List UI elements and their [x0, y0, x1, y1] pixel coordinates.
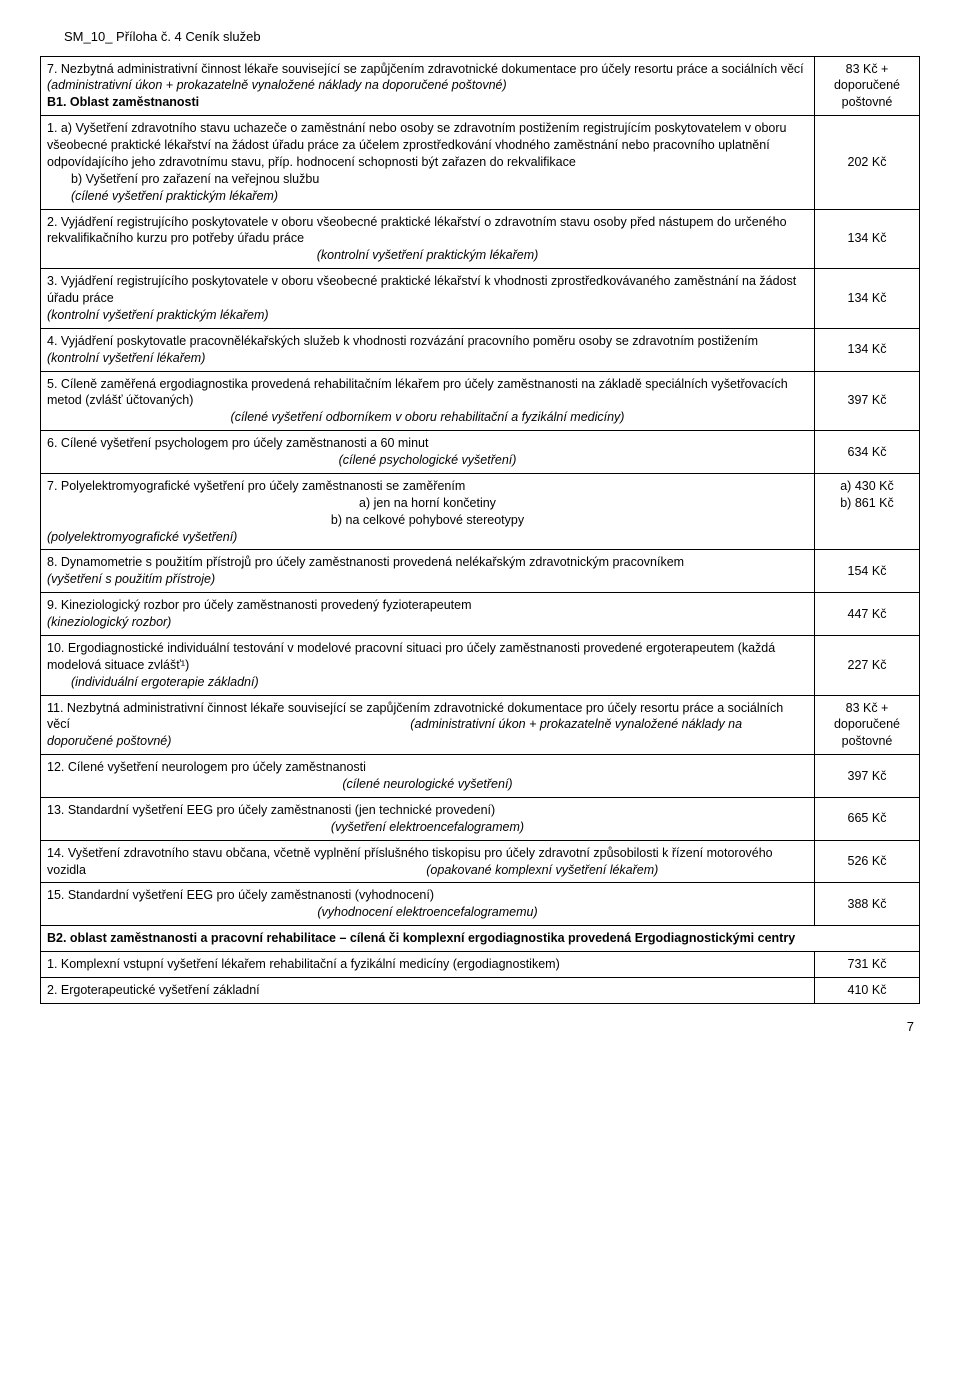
table-row: 10. Ergodiagnostické individuální testov…	[41, 635, 920, 695]
description-line: 3. Vyjádření registrujícího poskytovatel…	[47, 273, 808, 307]
description-line: 13. Standardní vyšetření EEG pro účely z…	[47, 802, 808, 819]
service-price: 134 Kč	[815, 328, 920, 371]
service-price: 134 Kč	[815, 209, 920, 269]
page-header: SM_10_ Příloha č. 4 Ceník služeb	[64, 28, 920, 46]
service-price: 634 Kč	[815, 431, 920, 474]
page-number: 7	[40, 1018, 920, 1036]
service-price: 397 Kč	[815, 755, 920, 798]
description-line: 6. Cílené vyšetření psychologem pro účel…	[47, 435, 808, 452]
table-row: 8. Dynamometrie s použitím přístrojů pro…	[41, 550, 920, 593]
service-description: 14. Vyšetření zdravotního stavu občana, …	[41, 840, 815, 883]
description-line: (administrativní úkon + prokazatelně vyn…	[47, 77, 808, 94]
description-line: 1. Komplexní vstupní vyšetření lékařem r…	[47, 956, 808, 973]
service-price: 388 Kč	[815, 883, 920, 926]
service-price: 447 Kč	[815, 593, 920, 636]
description-line: b) Vyšetření pro zařazení na veřejnou sl…	[47, 171, 808, 188]
service-description: B2. oblast zaměstnanosti a pracovní reha…	[41, 926, 920, 952]
service-description: 5. Cíleně zaměřená ergodiagnostika prove…	[41, 371, 815, 431]
description-line: 4. Vyjádření poskytovatle pracovnělékařs…	[47, 333, 808, 350]
description-line: (kontrolní vyšetření lékařem)	[47, 350, 808, 367]
service-price: 202 Kč	[815, 116, 920, 209]
service-description: 2. Ergoterapeutické vyšetření základní	[41, 977, 815, 1003]
description-line: (vyšetření s použitím přístroje)	[47, 571, 808, 588]
service-description: 9. Kineziologický rozbor pro účely zaměs…	[41, 593, 815, 636]
description-line: (cílené vyšetření odborníkem v oboru reh…	[47, 409, 808, 426]
service-description: 4. Vyjádření poskytovatle pracovnělékařs…	[41, 328, 815, 371]
table-row: 9. Kineziologický rozbor pro účely zaměs…	[41, 593, 920, 636]
service-price: 665 Kč	[815, 797, 920, 840]
description-line: B1. Oblast zaměstnanosti	[47, 94, 808, 111]
service-description: 15. Standardní vyšetření EEG pro účely z…	[41, 883, 815, 926]
service-price: 83 Kč + doporučené poštovné	[815, 56, 920, 116]
table-row: 4. Vyjádření poskytovatle pracovnělékařs…	[41, 328, 920, 371]
table-row: 7. Polyelektromyografické vyšetření pro …	[41, 473, 920, 550]
service-price: 134 Kč	[815, 269, 920, 329]
service-price: a) 430 Kčb) 861 Kč	[815, 473, 920, 550]
service-description: 3. Vyjádření registrujícího poskytovatel…	[41, 269, 815, 329]
description-line: 5. Cíleně zaměřená ergodiagnostika prove…	[47, 376, 808, 410]
service-description: 11. Nezbytná administrativní činnost lék…	[41, 695, 815, 755]
description-line: 2. Vyjádření registrujícího poskytovatel…	[47, 214, 808, 248]
service-price: 397 Kč	[815, 371, 920, 431]
service-price: 731 Kč	[815, 952, 920, 978]
service-price: 154 Kč	[815, 550, 920, 593]
service-description: 7. Polyelektromyografické vyšetření pro …	[41, 473, 815, 550]
table-row: 13. Standardní vyšetření EEG pro účely z…	[41, 797, 920, 840]
service-price: 410 Kč	[815, 977, 920, 1003]
table-row: 3. Vyjádření registrujícího poskytovatel…	[41, 269, 920, 329]
description-line: 2. Ergoterapeutické vyšetření základní	[47, 982, 808, 999]
table-row: 12. Cílené vyšetření neurologem pro účel…	[41, 755, 920, 798]
table-row: 5. Cíleně zaměřená ergodiagnostika prove…	[41, 371, 920, 431]
service-description: 13. Standardní vyšetření EEG pro účely z…	[41, 797, 815, 840]
service-description: 8. Dynamometrie s použitím přístrojů pro…	[41, 550, 815, 593]
table-row: 2. Ergoterapeutické vyšetření základní 41…	[41, 977, 920, 1003]
service-description: 1. Komplexní vstupní vyšetření lékařem r…	[41, 952, 815, 978]
description-line: 7. Polyelektromyografické vyšetření pro …	[47, 478, 808, 495]
description-line: (cílené psychologické vyšetření)	[47, 452, 808, 469]
description-line: (kineziologický rozbor)	[47, 614, 808, 631]
service-price: 526 Kč	[815, 840, 920, 883]
description-line: 1. a) Vyšetření zdravotního stavu uchaze…	[47, 120, 808, 171]
description-line: (kontrolní vyšetření praktickým lékařem)	[47, 247, 808, 264]
table-row: 1. a) Vyšetření zdravotního stavu uchaze…	[41, 116, 920, 209]
description-line: (cílené neurologické vyšetření)	[47, 776, 808, 793]
service-price: 227 Kč	[815, 635, 920, 695]
service-description: 12. Cílené vyšetření neurologem pro účel…	[41, 755, 815, 798]
description-line: 8. Dynamometrie s použitím přístrojů pro…	[47, 554, 808, 571]
description-line: (vyhodnocení elektroencefalogramemu)	[47, 904, 808, 921]
service-description: 10. Ergodiagnostické individuální testov…	[41, 635, 815, 695]
service-description: 7. Nezbytná administrativní činnost léka…	[41, 56, 815, 116]
table-row: 15. Standardní vyšetření EEG pro účely z…	[41, 883, 920, 926]
table-row: 2. Vyjádření registrujícího poskytovatel…	[41, 209, 920, 269]
table-row: 14. Vyšetření zdravotního stavu občana, …	[41, 840, 920, 883]
description-line: (individuální ergoterapie základní)	[47, 674, 808, 691]
description-line: (cílené vyšetření praktickým lékařem)	[47, 188, 808, 205]
description-line: 7. Nezbytná administrativní činnost léka…	[47, 61, 808, 78]
description-line: 9. Kineziologický rozbor pro účely zaměs…	[47, 597, 808, 614]
description-line: B2. oblast zaměstnanosti a pracovní reha…	[47, 930, 913, 947]
description-line: a) jen na horní končetiny	[47, 495, 808, 512]
service-description: 2. Vyjádření registrujícího poskytovatel…	[41, 209, 815, 269]
table-row: B2. oblast zaměstnanosti a pracovní reha…	[41, 926, 920, 952]
description-line: 15. Standardní vyšetření EEG pro účely z…	[47, 887, 808, 904]
table-row: 7. Nezbytná administrativní činnost léka…	[41, 56, 920, 116]
table-row: 1. Komplexní vstupní vyšetření lékařem r…	[41, 952, 920, 978]
service-description: 1. a) Vyšetření zdravotního stavu uchaze…	[41, 116, 815, 209]
description-line: (kontrolní vyšetření praktickým lékařem)	[47, 307, 808, 324]
table-row: 11. Nezbytná administrativní činnost lék…	[41, 695, 920, 755]
description-line: 10. Ergodiagnostické individuální testov…	[47, 640, 808, 674]
service-description: 6. Cílené vyšetření psychologem pro účel…	[41, 431, 815, 474]
price-list-table: 7. Nezbytná administrativní činnost léka…	[40, 56, 920, 1004]
description-line: b) na celkové pohybové stereotypy	[47, 512, 808, 529]
table-row: 6. Cílené vyšetření psychologem pro účel…	[41, 431, 920, 474]
description-line: 12. Cílené vyšetření neurologem pro účel…	[47, 759, 808, 776]
description-line: (vyšetření elektroencefalogramem)	[47, 819, 808, 836]
service-price: 83 Kč + doporučené poštovné	[815, 695, 920, 755]
description-line: (polyelektromyografické vyšetření)	[47, 529, 808, 546]
